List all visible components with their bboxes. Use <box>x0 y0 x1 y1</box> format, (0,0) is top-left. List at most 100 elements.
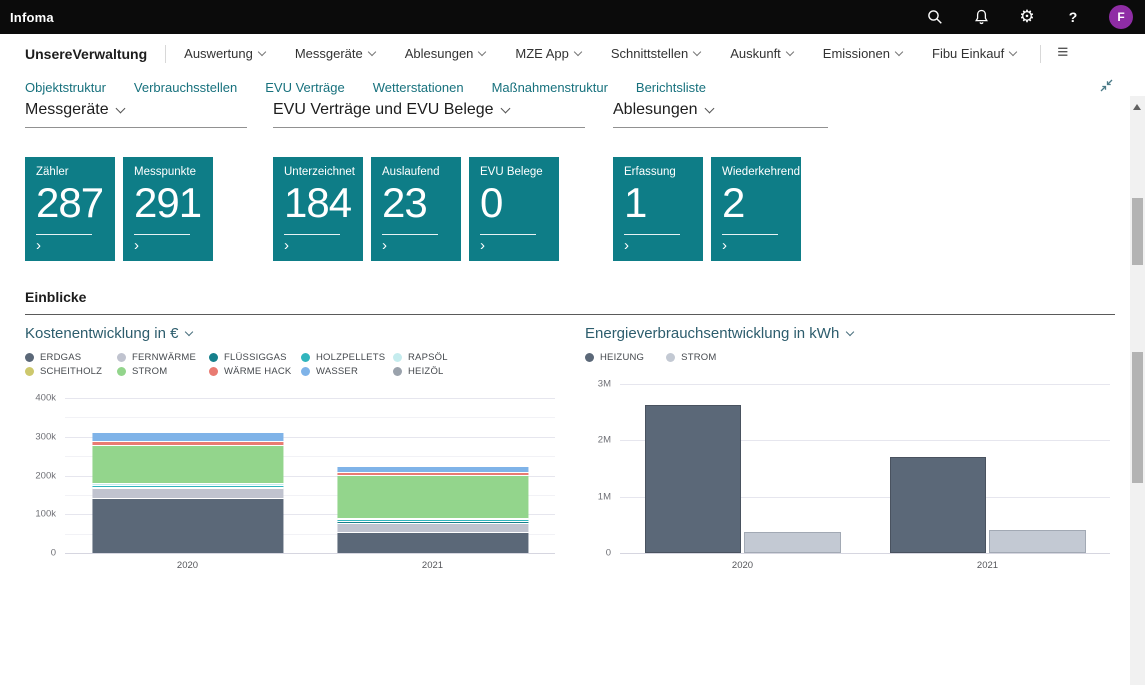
stacked-bar-2020[interactable] <box>91 398 284 553</box>
legend-dot-icon <box>117 353 126 362</box>
bar-segment-erdgas[interactable] <box>336 532 529 553</box>
cue-tile-auslaufend[interactable]: Auslaufend 23 <box>371 157 461 261</box>
settings-gear-icon[interactable]: ⚙ <box>1019 7 1035 26</box>
legend-item-wasser: WASSER <box>301 366 393 377</box>
section-header-ablesungen[interactable]: Ablesungen <box>613 101 828 127</box>
chart-plot-area: 400k 300k 200k 100k 0 2020 2021 <box>35 393 555 571</box>
bar-segment-strom[interactable] <box>336 475 529 519</box>
chart-legend: ERDGAS FERNWÄRME FLÜSSIGGAS HOLZPELLETS RAPS… <box>25 352 560 377</box>
cue-tile-erfassung[interactable]: Erfassung 1 <box>613 157 703 261</box>
bar-segment-flüssiggas[interactable] <box>336 522 529 524</box>
bar-group-2020: 2020 <box>91 398 284 571</box>
nav-item-auskunft[interactable]: Auskunft <box>730 46 795 61</box>
cue-tile-messpunkte[interactable]: Messpunkte 291 <box>123 157 213 261</box>
notifications-bell-icon[interactable] <box>971 7 991 27</box>
bar-segment-holzpellets[interactable] <box>91 486 284 489</box>
y-axis-tick: 2M <box>597 434 611 446</box>
cue-tile-wiederkehrend[interactable]: Wiederkehrend 2 <box>711 157 801 261</box>
subnav-item-massnahmenstruktur[interactable]: Maßnahmenstruktur <box>491 79 608 95</box>
subnav-item-verbrauchsstellen[interactable]: Verbrauchsstellen <box>133 79 238 95</box>
stacked-bar-2021[interactable] <box>336 398 529 553</box>
legend-dot-icon <box>393 353 402 362</box>
sub-nav: Objektstruktur Verbrauchsstellen EVU Ver… <box>0 73 1145 101</box>
chevron-right-icon <box>284 238 352 253</box>
nav-item-messgeraete[interactable]: Messgeräte <box>295 46 376 61</box>
bar-group-2021: 2021 <box>336 398 529 571</box>
gridline <box>620 384 1110 385</box>
gridline <box>65 533 555 535</box>
y-axis-tick: 400k <box>35 392 56 404</box>
user-avatar[interactable]: F <box>1109 5 1133 29</box>
nav-item-fibu-einkauf[interactable]: Fibu Einkauf <box>932 46 1018 61</box>
nav-item-mze-app[interactable]: MZE App <box>515 46 583 61</box>
legend-item-heizung: HEIZUNG <box>585 352 644 363</box>
bar-segment-fernwärme[interactable] <box>91 489 284 499</box>
y-axis-tick: 300k <box>35 431 56 443</box>
section-evu-vertraege: EVU Verträge und EVU Belege Unterzeichne… <box>273 101 585 261</box>
subnav-item-evu-vertraege[interactable]: EVU Verträge <box>265 79 345 95</box>
bar-segment-wasser[interactable] <box>336 467 529 474</box>
chevron-down-icon <box>704 103 714 114</box>
legend-item-wärme-hack: WÄRME HACK <box>209 366 301 377</box>
cue-tile-evu-belege[interactable]: EVU Belege 0 <box>469 157 559 261</box>
bar-segment-holzpellets[interactable] <box>336 520 529 523</box>
menu-hamburger-icon[interactable]: ≡ <box>1057 42 1069 63</box>
cue-tile-zaehler[interactable]: Zähler 287 <box>25 157 115 261</box>
y-axis-tick: 200k <box>35 470 56 481</box>
bar-segment-rapsöl[interactable] <box>336 518 529 521</box>
chart-title-energieverbrauch[interactable]: Energieverbrauchsentwicklung in kWh <box>585 322 1115 344</box>
bar-segment-strom[interactable] <box>91 446 284 484</box>
vertical-scrollbar[interactable] <box>1130 96 1145 685</box>
insights-section: Einblicke <box>25 289 1115 315</box>
legend-dot-icon <box>25 353 34 362</box>
nav-item-emissionen[interactable]: Emissionen <box>823 46 904 61</box>
section-header-evu-vertraege[interactable]: EVU Verträge und EVU Belege <box>273 101 585 127</box>
gridline <box>65 514 555 516</box>
gridline <box>620 440 1110 442</box>
bar-heizung-2020[interactable] <box>644 405 741 553</box>
help-icon[interactable]: ? <box>1068 9 1078 25</box>
chevron-right-icon <box>36 238 104 253</box>
nav-item-auswertung[interactable]: Auswertung <box>184 46 267 61</box>
legend-item-holzpellets: HOLZPELLETS <box>301 352 393 363</box>
cue-sections: Messgeräte Zähler 287 Messpunkte 291 <box>25 101 1115 261</box>
subnav-item-wetterstationen[interactable]: Wetterstationen <box>372 79 464 95</box>
bar-segment-wärme-hack[interactable] <box>336 473 529 476</box>
bar-strom-2020[interactable] <box>744 531 841 553</box>
chart-title-kostenentwicklung[interactable]: Kostenentwicklung in € <box>25 322 560 344</box>
legend-item-flüssiggas: FLÜSSIGGAS <box>209 352 301 363</box>
chevron-down-icon <box>573 47 583 57</box>
search-icon[interactable] <box>925 7 945 27</box>
chevron-down-icon <box>692 47 702 57</box>
nav-item-ablesungen[interactable]: Ablesungen <box>405 46 487 61</box>
chevron-right-icon <box>722 238 790 253</box>
subnav-item-objektstruktur[interactable]: Objektstruktur <box>25 79 106 95</box>
scrollbar-thumb[interactable] <box>1132 352 1143 483</box>
x-axis-tick: 2021 <box>976 560 999 571</box>
collapse-page-icon[interactable] <box>1100 79 1113 92</box>
cue-tile-unterzeichnet[interactable]: Unterzeichnet 184 <box>273 157 363 261</box>
nav-root-role[interactable]: UnsereVerwaltung <box>25 45 148 62</box>
nav-divider <box>165 44 167 63</box>
bar-segment-fernwärme[interactable] <box>336 523 529 533</box>
scroll-up-arrow-icon[interactable] <box>1133 104 1141 110</box>
legend-dot-icon <box>209 367 218 376</box>
bar-segment-wasser[interactable] <box>91 432 284 442</box>
x-axis-tick: 2020 <box>176 560 199 571</box>
legend-item-heizöl: HEIZÖL <box>393 366 485 377</box>
bar-heizung-2021[interactable] <box>889 457 986 553</box>
gridline <box>65 475 555 477</box>
bar-segment-wärme-hack[interactable] <box>91 441 284 447</box>
section-header-messgeraete[interactable]: Messgeräte <box>25 101 247 127</box>
bar-segment-flüssiggas[interactable] <box>91 488 284 490</box>
chevron-down-icon <box>785 47 795 57</box>
legend-dot-icon <box>301 353 310 362</box>
y-axis-tick: 100k <box>35 508 56 520</box>
chevron-right-icon <box>382 238 450 253</box>
bar-segment-erdgas[interactable] <box>91 498 284 553</box>
subnav-item-berichtsliste[interactable]: Berichtsliste <box>635 79 706 95</box>
scrollbar-thumb[interactable] <box>1132 198 1143 265</box>
bar-segment-rapsöl[interactable] <box>91 483 284 487</box>
bar-strom-2021[interactable] <box>989 530 1086 553</box>
nav-item-schnittstellen[interactable]: Schnittstellen <box>611 46 702 61</box>
